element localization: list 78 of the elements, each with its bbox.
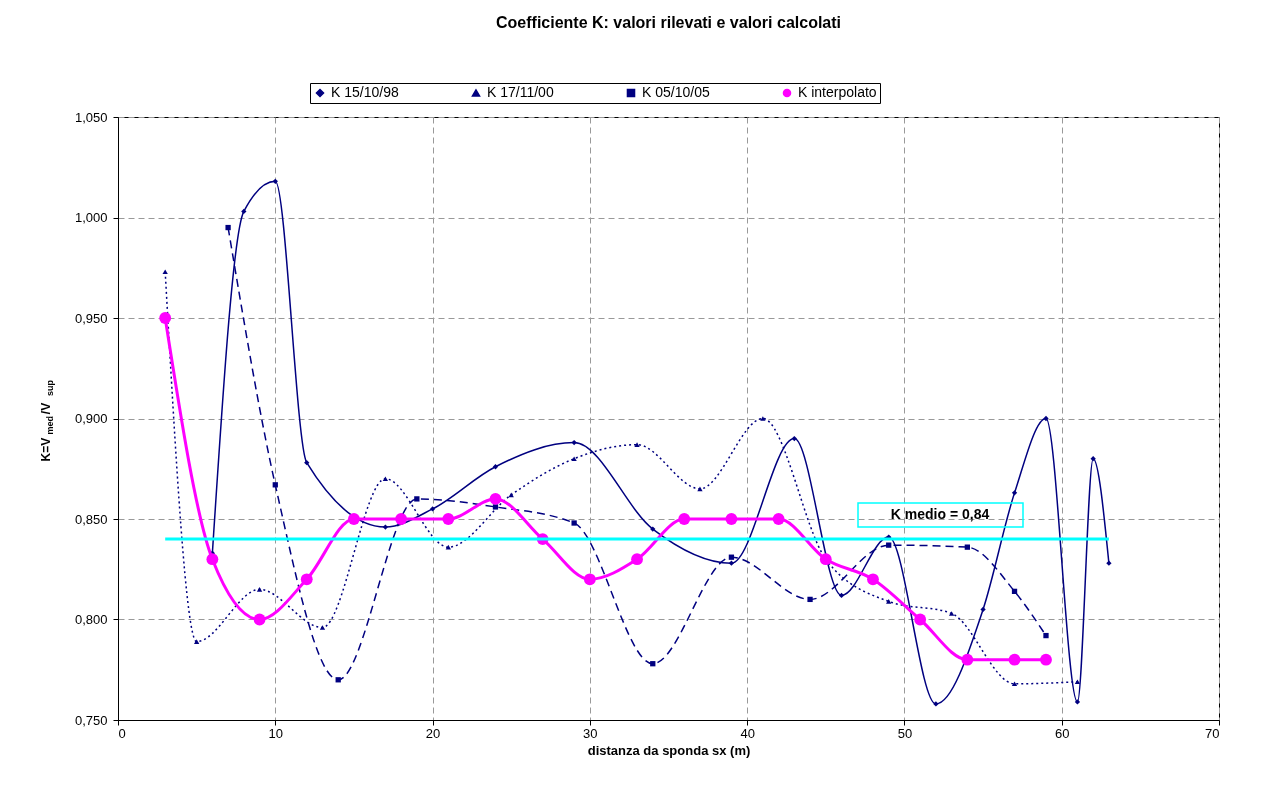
point <box>634 442 640 447</box>
point <box>1043 415 1049 422</box>
y-tick-label: 1,000 <box>74 210 108 225</box>
point <box>961 653 974 666</box>
legend-label: K 15/10/98 <box>331 84 399 100</box>
legend-label: K 17/11/00 <box>487 84 554 100</box>
point <box>194 639 200 644</box>
point <box>819 553 832 566</box>
point <box>1008 653 1021 666</box>
point <box>159 312 172 324</box>
x-tick-label: 10 <box>268 725 284 741</box>
point <box>253 613 266 626</box>
point <box>571 520 577 526</box>
y-axis-title: K=Vmed/Vsup <box>39 379 55 462</box>
point <box>980 606 986 613</box>
y-tick-label: 0,750 <box>74 712 108 728</box>
point <box>206 553 219 566</box>
legend-label: K interpolato <box>798 84 877 100</box>
point <box>492 464 499 470</box>
y-tick-label: 1,050 <box>74 109 108 125</box>
point <box>382 476 389 482</box>
point <box>1074 679 1081 685</box>
point <box>948 611 955 616</box>
x-tick-label: 70 <box>1205 725 1220 741</box>
y-tick-label: 0,850 <box>74 511 108 527</box>
point <box>571 439 577 446</box>
point <box>583 573 596 586</box>
point <box>760 416 766 421</box>
point <box>1011 681 1018 687</box>
y-tick-label: 0,950 <box>74 310 108 326</box>
x-tick-label: 40 <box>740 725 755 741</box>
point <box>914 613 927 626</box>
point <box>838 592 845 599</box>
point <box>395 513 408 525</box>
point <box>1011 490 1018 496</box>
point <box>697 486 703 492</box>
point <box>631 553 643 566</box>
point <box>772 513 785 525</box>
point <box>256 587 263 592</box>
x-tick-label: 30 <box>583 725 598 741</box>
legend-label: K 05/10/05 <box>642 84 710 100</box>
point <box>1074 699 1081 705</box>
point <box>225 224 231 231</box>
point <box>867 573 879 586</box>
x-tick-label: 50 <box>897 725 913 741</box>
point <box>348 513 360 525</box>
y-tick-label: 0,900 <box>74 411 108 426</box>
point <box>678 513 691 525</box>
x-axis-title: distanza da sponda sx (m) <box>587 742 751 758</box>
point <box>886 599 892 604</box>
point <box>304 460 310 466</box>
point <box>807 596 813 603</box>
ref-line-label: K medio = 0,84 <box>890 506 990 522</box>
point <box>791 435 797 442</box>
point <box>442 513 455 525</box>
point <box>319 625 326 630</box>
point <box>886 542 892 548</box>
point <box>272 178 278 184</box>
point <box>382 524 389 530</box>
point <box>728 560 735 566</box>
point <box>1040 653 1052 666</box>
point <box>429 506 436 512</box>
point <box>241 208 247 215</box>
point <box>571 456 577 461</box>
x-tick-label: 20 <box>425 725 441 741</box>
point <box>725 513 738 525</box>
x-tick-label: 60 <box>1054 725 1070 741</box>
point <box>1043 632 1049 639</box>
point <box>492 504 499 510</box>
point <box>489 493 502 505</box>
point <box>1090 456 1096 462</box>
point <box>964 544 970 550</box>
point <box>414 496 420 502</box>
point <box>162 269 168 275</box>
x-tick-label: 0 <box>118 725 126 741</box>
point <box>300 573 313 586</box>
chart-title: Coefficiente K: valori rilevati e valori calcolati <box>495 13 842 31</box>
y-tick-label: 0,800 <box>74 612 108 627</box>
